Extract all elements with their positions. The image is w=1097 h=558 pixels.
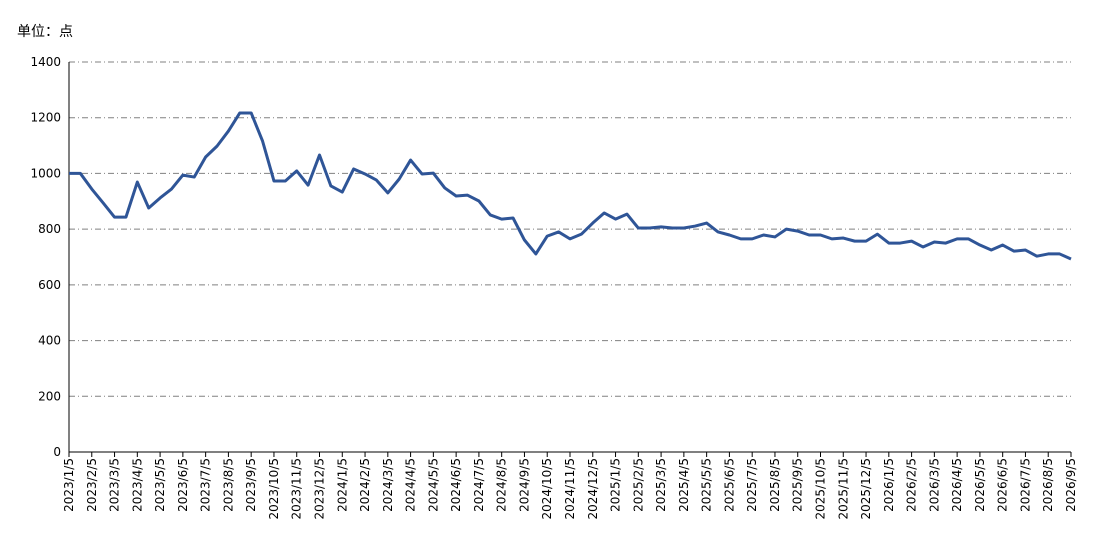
line-series xyxy=(69,111,1072,261)
x-tick-label: 2023/4/5 xyxy=(130,458,144,512)
x-tick-label: 2024/4/5 xyxy=(404,458,418,512)
x-tick-label: 2025/2/5 xyxy=(631,458,645,512)
y-tick-label: 200 xyxy=(38,389,61,403)
x-tick-label: 2025/6/5 xyxy=(722,458,736,512)
x-tick-label: 2024/3/5 xyxy=(381,458,395,512)
x-tick-label: 2026/7/5 xyxy=(1018,458,1032,512)
x-tick-label: 2025/5/5 xyxy=(700,458,714,512)
x-tick-label: 2026/1/5 xyxy=(882,458,896,512)
x-tick-label: 2024/2/5 xyxy=(358,458,372,512)
y-tick-label: 400 xyxy=(38,334,61,348)
x-tick-label: 2023/8/5 xyxy=(221,458,235,512)
x-tick-label: 2025/12/5 xyxy=(859,458,873,520)
x-tick-label: 2023/6/5 xyxy=(176,458,190,512)
x-tick-label: 2024/1/5 xyxy=(335,458,349,512)
x-tick-label: 2023/1/5 xyxy=(62,458,76,512)
x-tick-label: 2024/11/5 xyxy=(563,458,577,520)
x-tick-label: 2025/8/5 xyxy=(768,458,782,512)
x-tick-label: 2025/4/5 xyxy=(677,458,691,512)
x-tick-label: 2024/7/5 xyxy=(472,458,486,512)
x-tick-label: 2023/2/5 xyxy=(85,458,99,512)
y-tick-label: 600 xyxy=(38,278,61,292)
x-tick-label: 2026/9/5 xyxy=(1064,458,1078,512)
x-tick-label: 2025/11/5 xyxy=(836,458,850,520)
x-tick-label: 2026/2/5 xyxy=(905,458,919,512)
x-tick-label: 2025/7/5 xyxy=(745,458,759,512)
y-tick-label: 1400 xyxy=(30,55,61,69)
unit-label: 单位：点 xyxy=(17,24,73,40)
x-tick-label: 2023/12/5 xyxy=(313,458,327,520)
x-tick-label: 2024/6/5 xyxy=(449,458,463,512)
x-tick-label: 2025/1/5 xyxy=(609,458,623,512)
x-tick-label: 2023/9/5 xyxy=(244,458,258,512)
y-tick-label: 1000 xyxy=(30,166,61,180)
x-tick-label: 2026/3/5 xyxy=(927,458,941,512)
x-tick-label: 2025/9/5 xyxy=(791,458,805,512)
x-tick-label: 2026/5/5 xyxy=(973,458,987,512)
x-tick-label: 2023/5/5 xyxy=(153,458,167,512)
x-tick-label: 2024/10/5 xyxy=(540,458,554,520)
x-tick-label: 2023/11/5 xyxy=(290,458,304,520)
x-tick-label: 2026/4/5 xyxy=(950,458,964,512)
x-tick-label: 2023/7/5 xyxy=(199,458,213,512)
x-tick-label: 2024/9/5 xyxy=(517,458,531,512)
x-tick-label: 2024/12/5 xyxy=(586,458,600,520)
x-tick-label: 2025/3/5 xyxy=(654,458,668,512)
x-tick-label: 2026/8/5 xyxy=(1041,458,1055,512)
x-tick-label: 2023/10/5 xyxy=(267,458,281,520)
x-tick-label: 2026/6/5 xyxy=(996,458,1010,512)
x-tick-label: 2024/5/5 xyxy=(426,458,440,512)
y-tick-label: 800 xyxy=(38,222,61,236)
x-tick-label: 2025/10/5 xyxy=(814,458,828,520)
y-tick-label: 1200 xyxy=(30,111,61,125)
y-tick-label: 0 xyxy=(53,445,61,459)
x-tick-label: 2023/3/5 xyxy=(108,458,122,512)
x-tick-label: 2024/8/5 xyxy=(495,458,509,512)
